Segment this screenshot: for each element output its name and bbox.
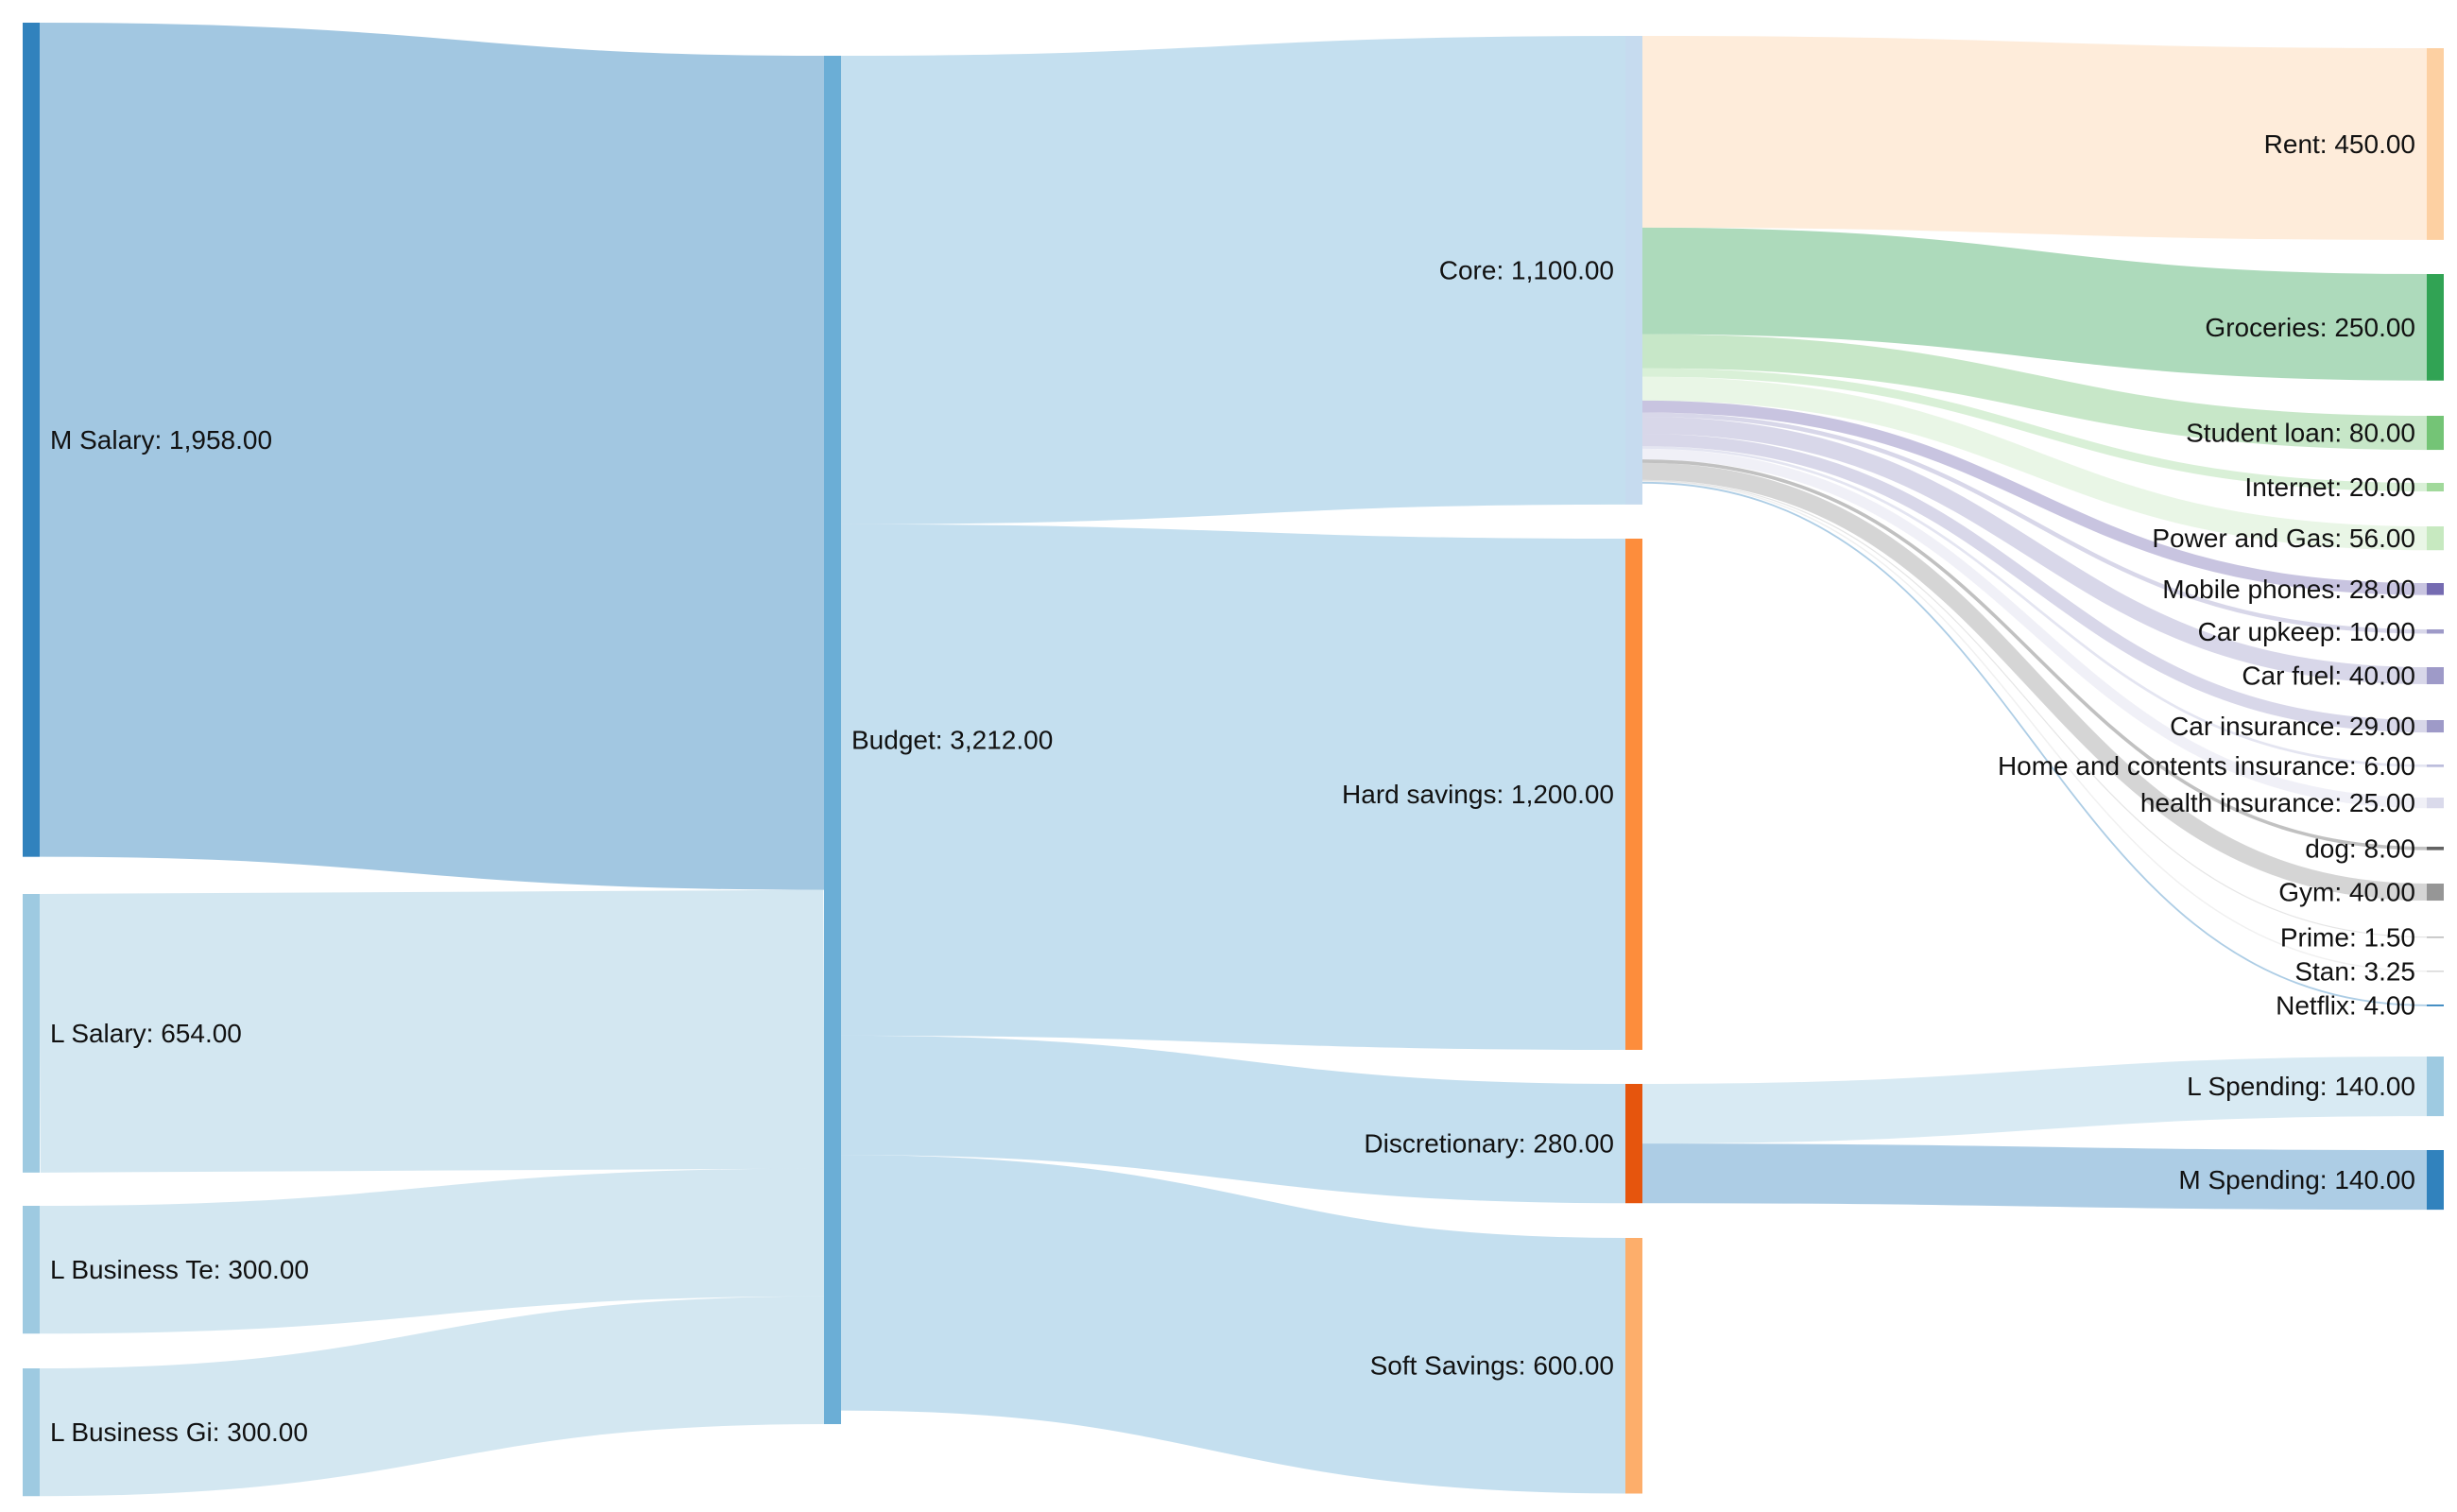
- nodes-layer: [23, 23, 2444, 1497]
- node-label-dog: dog: 8.00: [2305, 833, 2415, 863]
- node-label-m_spend: M Spending: 140.00: [2178, 1165, 2415, 1194]
- node-label-budget: Budget: 3,212.00: [851, 726, 1053, 755]
- node-groceries[interactable]: [2427, 274, 2444, 381]
- node-label-power: Power and Gas: 56.00: [2152, 524, 2415, 553]
- node-budget[interactable]: [824, 56, 841, 1424]
- flow-core-to-power[interactable]: [1641, 376, 2428, 551]
- flow-core-to-prime[interactable]: [1641, 479, 2428, 938]
- node-mobile[interactable]: [2427, 583, 2444, 595]
- node-label-rent: Rent: 450.00: [2264, 129, 2415, 159]
- node-hard[interactable]: [1625, 539, 1642, 1050]
- node-label-home_ins: Home and contents insurance: 6.00: [1998, 751, 2415, 781]
- node-health[interactable]: [2427, 798, 2444, 809]
- flow-core-to-gym[interactable]: [1641, 462, 2428, 902]
- node-label-l_bus_gi: L Business Gi: 300.00: [50, 1418, 308, 1447]
- node-netflix[interactable]: [2427, 1005, 2444, 1006]
- flow-core-to-mobile[interactable]: [1641, 400, 2428, 595]
- flow-core-to-car_fuel[interactable]: [1641, 417, 2428, 685]
- node-l_bus_te[interactable]: [23, 1206, 40, 1334]
- node-label-internet: Internet: 20.00: [2244, 472, 2415, 502]
- node-label-car_fuel: Car fuel: 40.00: [2242, 662, 2415, 691]
- node-label-soft: Soft Savings: 600.00: [1370, 1351, 1614, 1381]
- node-l_spend[interactable]: [2427, 1057, 2444, 1117]
- flow-core-to-health[interactable]: [1641, 448, 2428, 809]
- flow-core-to-student[interactable]: [1641, 334, 2428, 451]
- flow-core-to-groceries[interactable]: [1641, 227, 2428, 381]
- node-student[interactable]: [2427, 416, 2444, 451]
- flow-disc-to-l_spend[interactable]: [1641, 1057, 2428, 1144]
- node-core[interactable]: [1625, 36, 1642, 505]
- node-label-student: Student loan: 80.00: [2186, 419, 2415, 448]
- node-label-l_salary: L Salary: 654.00: [50, 1019, 242, 1048]
- node-m_spend[interactable]: [2427, 1150, 2444, 1211]
- flow-budget-to-core[interactable]: [840, 36, 1626, 524]
- flow-disc-to-m_spend[interactable]: [1641, 1143, 2428, 1211]
- node-label-prime: Prime: 1.50: [2280, 922, 2415, 952]
- node-dog[interactable]: [2427, 847, 2444, 850]
- node-home_ins[interactable]: [2427, 765, 2444, 767]
- node-label-netflix: Netflix: 4.00: [2276, 990, 2415, 1020]
- flow-core-to-car_ins[interactable]: [1641, 434, 2428, 733]
- flows-layer: [39, 22, 2428, 1497]
- flow-l_salary-to-budget[interactable]: [39, 889, 825, 1173]
- flow-budget-to-hard[interactable]: [840, 524, 1626, 1050]
- flow-core-to-internet[interactable]: [1641, 368, 2428, 492]
- flow-core-to-stan[interactable]: [1641, 480, 2428, 972]
- node-l_salary[interactable]: [23, 894, 40, 1173]
- node-label-l_bus_te: L Business Te: 300.00: [50, 1255, 309, 1284]
- node-stan[interactable]: [2427, 971, 2444, 972]
- flow-core-to-netflix[interactable]: [1641, 481, 2428, 1006]
- node-label-stan: Stan: 3.25: [2294, 956, 2415, 986]
- flow-core-to-car_upkeep[interactable]: [1641, 412, 2428, 634]
- flow-core-to-home_ins[interactable]: [1641, 446, 2428, 767]
- flow-core-to-rent[interactable]: [1641, 36, 2428, 240]
- node-label-mobile: Mobile phones: 28.00: [2162, 575, 2415, 604]
- node-power[interactable]: [2427, 526, 2444, 551]
- node-label-disc: Discretionary: 280.00: [1364, 1129, 1614, 1159]
- node-label-car_ins: Car insurance: 29.00: [2170, 712, 2415, 741]
- node-label-core: Core: 1,100.00: [1439, 255, 1614, 284]
- node-disc[interactable]: [1625, 1084, 1642, 1204]
- flow-core-to-dog[interactable]: [1641, 459, 2428, 850]
- node-label-health: health insurance: 25.00: [2140, 788, 2415, 817]
- node-label-groceries: Groceries: 250.00: [2205, 313, 2415, 342]
- node-prime[interactable]: [2427, 936, 2444, 938]
- node-label-gym: Gym: 40.00: [2278, 878, 2415, 907]
- node-car_upkeep[interactable]: [2427, 629, 2444, 634]
- node-car_fuel[interactable]: [2427, 667, 2444, 685]
- node-gym[interactable]: [2427, 884, 2444, 902]
- node-car_ins[interactable]: [2427, 720, 2444, 733]
- labels-layer: M Salary: 1,958.00 L Salary: 654.00 L Busi…: [50, 129, 2415, 1447]
- flow-budget-to-soft[interactable]: [840, 1155, 1626, 1494]
- node-label-hard: Hard savings: 1,200.00: [1342, 780, 1614, 809]
- flow-budget-to-disc[interactable]: [840, 1035, 1626, 1204]
- node-internet[interactable]: [2427, 483, 2444, 492]
- node-label-l_spend: L Spending: 140.00: [2187, 1072, 2415, 1101]
- flow-m_salary-to-budget[interactable]: [39, 22, 825, 890]
- flow-l_bus_te-to-budget[interactable]: [39, 1168, 825, 1334]
- node-l_bus_gi[interactable]: [23, 1368, 40, 1497]
- node-label-car_upkeep: Car upkeep: 10.00: [2198, 617, 2415, 646]
- node-label-m_salary: M Salary: 1,958.00: [50, 425, 272, 455]
- node-m_salary[interactable]: [23, 23, 40, 857]
- flow-l_bus_gi-to-budget[interactable]: [39, 1296, 825, 1497]
- node-rent[interactable]: [2427, 48, 2444, 240]
- node-soft[interactable]: [1625, 1238, 1642, 1494]
